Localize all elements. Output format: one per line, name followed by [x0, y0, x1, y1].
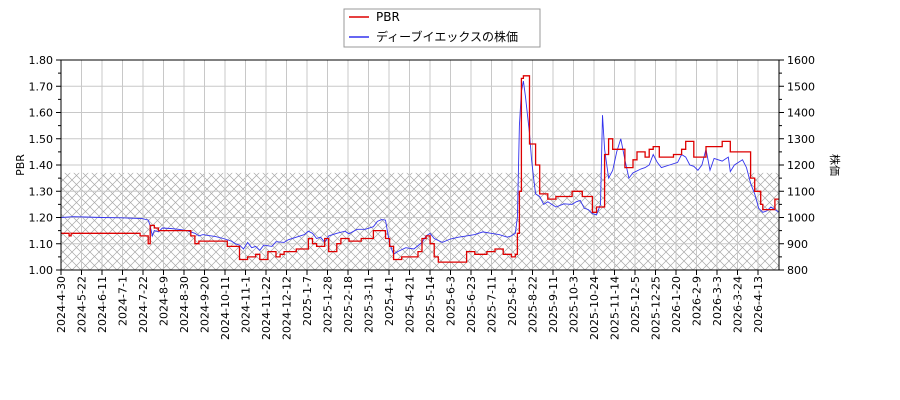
x-tick-label: 2024-6-11 — [96, 276, 109, 333]
x-tick-label: 2025-1-7 — [301, 276, 314, 326]
x-tick-label: 2025-6-23 — [465, 276, 478, 333]
x-tick-label: 2025-11-14 — [609, 276, 622, 340]
hatched-band — [61, 172, 779, 270]
grid-lines — [61, 60, 779, 270]
legend-label-pbr: PBR — [376, 10, 400, 24]
x-tick-label: 2024-11-1 — [240, 276, 253, 333]
right-tick-label: 1400 — [787, 107, 815, 120]
plot-area — [60, 59, 780, 271]
x-tick-label: 2024-7-22 — [137, 276, 150, 333]
x-tick-label: 2025-5-14 — [424, 276, 437, 333]
x-tick-label: 2024-8-9 — [158, 276, 171, 326]
right-tick-label: 1100 — [787, 185, 815, 198]
legend: PBR ディーブイエックスの株価 — [343, 8, 541, 48]
pbr-line — [61, 75, 779, 263]
left-tick-label: 1.10 — [29, 238, 54, 251]
x-tick-label: 2026-1-20 — [670, 276, 683, 333]
left-tick-label: 1.70 — [29, 80, 54, 93]
x-tick-label: 2025-4-21 — [404, 276, 417, 333]
x-tick-label: 2026-3-3 — [711, 276, 724, 326]
right-tick-label: 800 — [787, 264, 808, 277]
x-tick-label: 2026-2-9 — [691, 276, 704, 326]
right-y-axis: 800 900 1000 1100 1200 1300 1400 1500 1600 — [779, 54, 815, 277]
right-tick-label: 900 — [787, 238, 808, 251]
right-tick-label: 1200 — [787, 159, 815, 172]
x-tick-label: 2025-1-28 — [322, 276, 335, 333]
x-tick-label: 2025-12-5 — [629, 276, 642, 333]
right-tick-label: 1000 — [787, 212, 815, 225]
series-layer — [61, 75, 779, 263]
x-tick-label: 2025-8-22 — [527, 276, 540, 333]
left-tick-label: 1.50 — [29, 133, 54, 146]
x-tick-label: 2026-4-13 — [752, 276, 765, 333]
left-tick-label: 1.80 — [29, 54, 54, 67]
x-axis: 2024-4-30 2024-5-22 2024-6-11 2024-7-1 2024-… — [55, 270, 765, 340]
x-tick-label: 2025-12-25 — [650, 276, 663, 340]
x-tick-label: 2025-10-3 — [568, 276, 581, 333]
x-tick-label: 2024-12-12 — [281, 276, 294, 340]
x-tick-label: 2024-11-22 — [260, 276, 273, 340]
x-tick-label: 2024-10-11 — [219, 276, 232, 340]
x-tick-label: 2026-3-24 — [732, 276, 745, 333]
x-tick-label: 2025-2-18 — [342, 276, 355, 333]
left-y-axis: 1.00 1.10 1.20 1.30 1.40 1.50 1.60 1.70 1.80 — [29, 54, 61, 277]
legend-label-price: ディーブイエックスの株価 — [376, 29, 518, 44]
legend-box — [343, 8, 541, 48]
x-tick-label: 2024-4-30 — [55, 276, 68, 333]
right-tick-label: 1600 — [787, 54, 815, 67]
right-axis-title: 株価 — [828, 154, 842, 176]
x-tick-label: 2024-9-20 — [199, 276, 212, 333]
x-tick-label: 2024-5-22 — [76, 276, 89, 333]
x-tick-label: 2025-9-11 — [547, 276, 560, 333]
left-tick-label: 1.30 — [29, 185, 54, 198]
right-tick-label: 1500 — [787, 80, 815, 93]
x-tick-label: 2024-8-30 — [178, 276, 191, 333]
right-tick-label: 1300 — [787, 133, 815, 146]
left-axis-title: PBR — [14, 154, 27, 176]
x-tick-label: 2025-7-11 — [486, 276, 499, 333]
left-tick-label: 1.00 — [29, 264, 54, 277]
x-tick-label: 2025-8-1 — [506, 276, 519, 326]
left-tick-label: 1.40 — [29, 159, 54, 172]
x-tick-label: 2024-7-1 — [117, 276, 130, 326]
x-tick-label: 2025-10-24 — [588, 276, 601, 340]
left-tick-label: 1.60 — [29, 107, 54, 120]
x-tick-label: 2025-4-1 — [383, 276, 396, 326]
x-tick-label: 2025-3-11 — [363, 276, 376, 333]
left-tick-label: 1.20 — [29, 212, 54, 225]
price-line — [61, 80, 779, 255]
x-tick-label: 2025-6-3 — [445, 276, 458, 326]
